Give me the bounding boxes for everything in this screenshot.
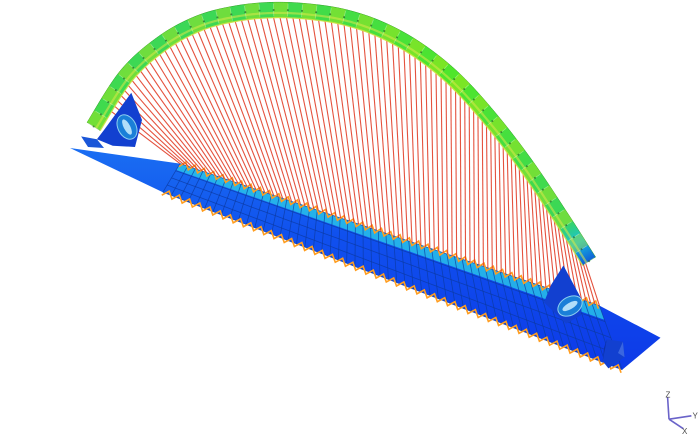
svg-text:Z: Z xyxy=(666,391,671,400)
svg-text:X: X xyxy=(682,427,688,434)
svg-text:Y: Y xyxy=(693,412,699,421)
